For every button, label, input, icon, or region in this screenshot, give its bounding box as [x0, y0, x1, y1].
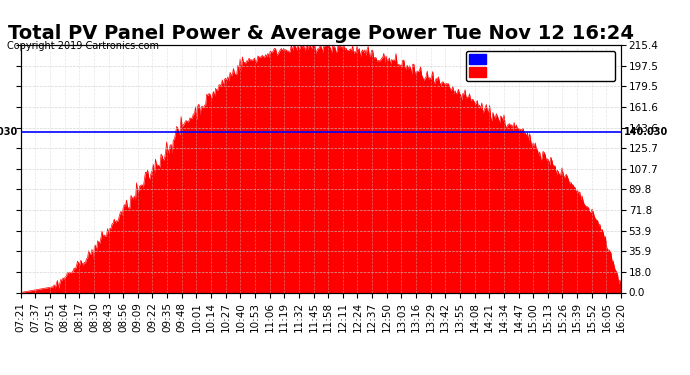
Legend: Average (DC Watts), PV Panels (DC Watts): Average (DC Watts), PV Panels (DC Watts) [466, 51, 615, 81]
Text: 140.030: 140.030 [624, 127, 668, 136]
Text: 140.030: 140.030 [0, 127, 18, 136]
Title: Total PV Panel Power & Average Power Tue Nov 12 16:24: Total PV Panel Power & Average Power Tue… [8, 24, 634, 44]
Text: Copyright 2019 Cartronics.com: Copyright 2019 Cartronics.com [7, 41, 159, 51]
